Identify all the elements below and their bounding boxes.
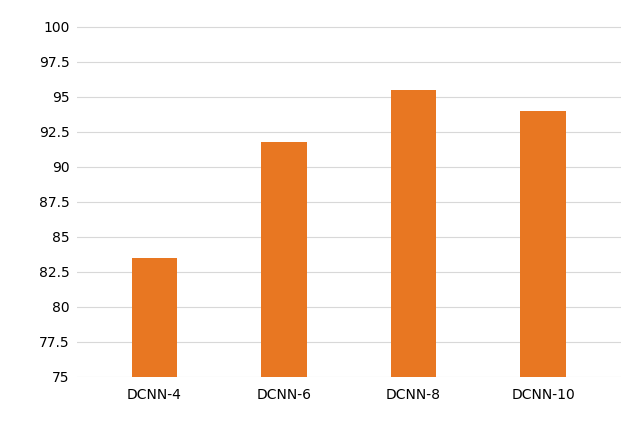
Bar [520,111,566,428]
Bar [261,142,307,428]
Bar [132,258,177,428]
Bar [391,90,436,428]
